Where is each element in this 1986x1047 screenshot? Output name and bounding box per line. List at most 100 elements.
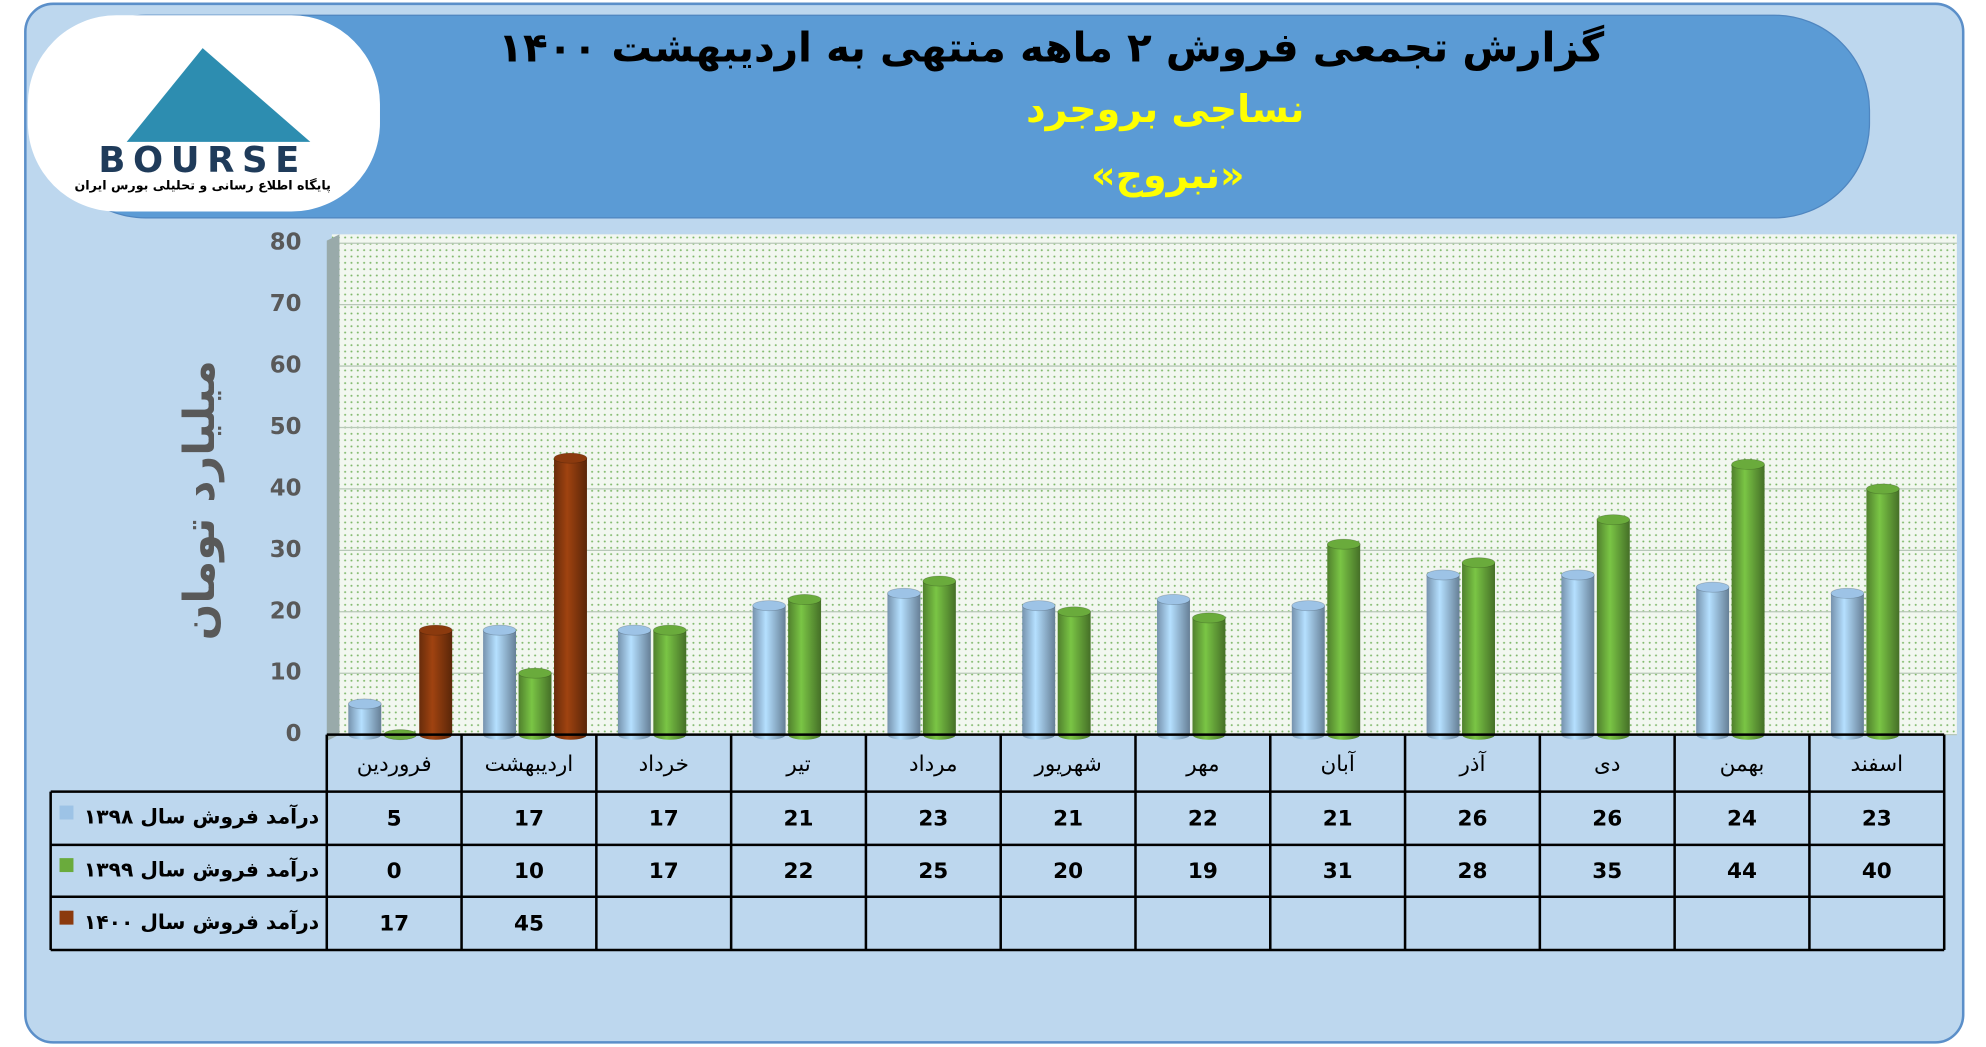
bar	[1157, 599, 1190, 735]
plot-wall	[326, 234, 340, 741]
bar-cap	[553, 452, 588, 464]
table-value: 26	[1457, 807, 1487, 832]
table-value: 44	[1727, 859, 1757, 884]
bar-cap	[652, 624, 687, 636]
bar	[1731, 464, 1765, 735]
bar-cap	[1731, 458, 1765, 470]
chart-symbol: «نبروج»	[1091, 153, 1244, 198]
bar	[483, 630, 517, 735]
x-tick-label: آذر	[1458, 750, 1486, 777]
plot-area	[331, 234, 1957, 735]
bar	[617, 630, 651, 735]
table-value: 19	[1188, 859, 1218, 884]
y-tick-label: 60	[270, 353, 302, 379]
table-value: 35	[1592, 859, 1622, 884]
bar-cap	[787, 594, 822, 605]
table-value: 17	[514, 807, 544, 832]
bar-cap	[752, 600, 786, 612]
bar-cap	[1695, 581, 1730, 593]
table-value: 40	[1862, 859, 1892, 884]
bar-cap	[482, 624, 517, 636]
x-tick-label: مهر	[1185, 752, 1219, 777]
x-tick-label: تیر	[785, 752, 810, 777]
table-value: 23	[1862, 807, 1892, 832]
table-value: 21	[1053, 807, 1083, 832]
x-tick-label: خرداد	[639, 752, 689, 777]
bar-cap	[1291, 600, 1326, 612]
bar	[922, 581, 956, 735]
table-value: 17	[649, 859, 679, 884]
bar	[1866, 488, 1900, 735]
bar-cap	[1461, 557, 1496, 569]
legend-swatch	[59, 805, 74, 820]
bar-cap	[1057, 606, 1092, 618]
bar	[1327, 544, 1361, 735]
bar	[788, 599, 822, 735]
y-tick-label: 80	[270, 230, 302, 256]
legend-label: درآمد فروش سال ۱۴۰۰	[84, 909, 319, 934]
logo-shape	[126, 48, 311, 142]
bar-cap	[1426, 569, 1460, 581]
table-value: 28	[1457, 859, 1487, 884]
y-tick-label: 20	[270, 598, 302, 624]
y-tick-label: 30	[270, 537, 302, 563]
bar	[1596, 519, 1630, 735]
chart-title: گزارش تجمعی فروش ۲ ماهه منتهی به اردیبهش…	[498, 24, 1604, 72]
bar	[419, 630, 453, 735]
table-value: 17	[379, 912, 409, 937]
bar	[1022, 605, 1056, 735]
bar-cap	[887, 587, 921, 599]
logo-text: BOURSE	[98, 140, 307, 181]
table-bg	[50, 791, 1945, 950]
bar	[1192, 617, 1226, 735]
y-tick-label: 0	[286, 721, 302, 747]
bar	[887, 593, 921, 735]
x-tick-label: اردیبهشت	[485, 752, 574, 777]
table-value: 5	[387, 807, 402, 832]
bar-cap	[347, 698, 382, 710]
table-value: 0	[387, 859, 402, 884]
bar	[518, 673, 552, 735]
x-tick-label: آبان	[1321, 750, 1356, 777]
y-tick-label: 40	[270, 475, 302, 501]
legend-swatch	[59, 910, 74, 925]
table-value: 20	[1053, 859, 1083, 884]
x-tick-label: بهمن	[1720, 752, 1765, 777]
bar-cap	[518, 667, 552, 679]
bar	[348, 703, 382, 735]
x-tick-label: فروردین	[357, 752, 432, 777]
bar	[1057, 611, 1091, 735]
bar-cap	[922, 575, 957, 587]
table-value: 10	[514, 859, 544, 884]
bar-cap	[1021, 600, 1056, 612]
bar	[752, 605, 786, 735]
table-value: 22	[784, 859, 814, 884]
table-value: 22	[1188, 807, 1218, 832]
x-tick-label: دی	[1594, 752, 1620, 777]
bar	[1462, 562, 1495, 735]
chart-subtitle: نساجی بروجرد	[1026, 87, 1304, 132]
bar-cap	[1326, 538, 1361, 550]
bar	[1561, 574, 1595, 735]
bar	[1426, 574, 1460, 735]
bar-cap	[418, 624, 453, 636]
bar	[554, 458, 587, 735]
y-tick-label: 10	[270, 660, 302, 686]
x-tick-label: مرداد	[909, 752, 958, 777]
bar-cap	[1192, 612, 1226, 624]
bar	[653, 630, 687, 735]
bar	[1291, 605, 1325, 735]
bar	[1696, 587, 1730, 735]
legend-label: درآمد فروش سال ۱۳۹۹	[84, 856, 319, 881]
table-value: 26	[1592, 807, 1622, 832]
table-value: 21	[1323, 807, 1353, 832]
bar-cap	[1830, 587, 1865, 599]
x-tick-label: شهریور	[1033, 752, 1101, 777]
bar	[1830, 593, 1864, 735]
y-axis-label: میلیارد تومان	[175, 360, 225, 640]
table-value: 17	[649, 807, 679, 832]
bar-cap	[617, 624, 652, 636]
legend-label: درآمد فروش سال ۱۳۹۸	[84, 804, 319, 829]
bar-cap	[1596, 514, 1631, 526]
